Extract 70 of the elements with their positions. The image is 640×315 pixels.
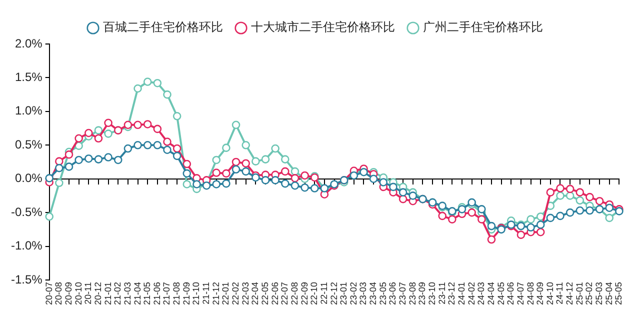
x-tick-label: 23-02 bbox=[348, 282, 358, 306]
x-tick-label: 24-09 bbox=[535, 282, 546, 306]
x-tick-label: 20-12 bbox=[92, 282, 103, 306]
x-tick-label: 23-07 bbox=[398, 282, 408, 306]
legend-label: 百城二手住宅价格环比 bbox=[103, 20, 223, 34]
x-tick-label: 24-04 bbox=[486, 282, 496, 306]
x-tick-label: 25-01 bbox=[574, 282, 584, 306]
x-tick-label: 22-11 bbox=[318, 282, 329, 304]
x-tick-label: 24-03 bbox=[476, 282, 486, 306]
x-tick-label: 23-04 bbox=[368, 282, 378, 306]
x-tick-label: 22-06 bbox=[270, 282, 280, 306]
y-tick-label: -1.5% bbox=[10, 272, 43, 286]
x-tick-label: 21-08 bbox=[172, 282, 182, 306]
x-tick-label: 22-05 bbox=[260, 282, 270, 306]
x-tick-label: 21-04 bbox=[132, 282, 142, 306]
x-tick-label: 20-11 bbox=[83, 282, 94, 304]
x-tick-label: 23-11 bbox=[436, 282, 447, 304]
x-tick-label: 21-06 bbox=[152, 282, 162, 306]
x-tick-label: 21-03 bbox=[122, 282, 132, 306]
x-tick-label: 21-07 bbox=[162, 282, 172, 306]
x-tick-label: 23-12 bbox=[446, 282, 457, 306]
x-tick-label: 22-10 bbox=[309, 282, 320, 306]
x-tick-label: 21-10 bbox=[191, 282, 202, 306]
x-tick-label: 21-11 bbox=[201, 282, 212, 304]
x-tick-label: 22-07 bbox=[280, 282, 290, 306]
y-tick-label: 1.5% bbox=[14, 70, 43, 84]
x-tick-label: 25-02 bbox=[584, 282, 594, 306]
x-tick-label: 24-10 bbox=[544, 282, 555, 306]
x-tick-label: 23-06 bbox=[388, 282, 398, 306]
y-tick-label: 0.0% bbox=[14, 171, 43, 186]
x-tick-label: 23-03 bbox=[358, 282, 368, 306]
y-tick-label: -1.0% bbox=[10, 238, 43, 253]
x-tick-label: 25-03 bbox=[594, 282, 604, 306]
x-tick-label: 24-11 bbox=[554, 282, 565, 304]
x-tick-label: 22-04 bbox=[250, 282, 260, 306]
x-tick-label: 20-09 bbox=[63, 282, 74, 306]
x-tick-label: 22-02 bbox=[230, 282, 241, 306]
x-tick-label: 21-12 bbox=[210, 282, 221, 306]
x-tick-label: 21-05 bbox=[142, 282, 152, 306]
x-tick-label: 22-03 bbox=[240, 282, 250, 306]
x-tick-label: 23-05 bbox=[378, 282, 388, 306]
x-tick-label: 21-09 bbox=[181, 282, 192, 306]
x-tick-label: 24-05 bbox=[496, 282, 506, 306]
x-tick-label: 21-01 bbox=[102, 282, 113, 306]
x-tick-label: 23-01 bbox=[338, 282, 349, 306]
x-tick-label: 25-05 bbox=[614, 282, 624, 306]
legend-label: 十大城市二手住宅价格环比 bbox=[251, 20, 395, 34]
x-tick-label: 24-08 bbox=[525, 282, 536, 306]
x-tick-label: 20-08 bbox=[54, 282, 64, 306]
x-tick-label: 22-08 bbox=[289, 282, 300, 306]
x-tick-label: 24-07 bbox=[515, 282, 526, 306]
y-tick-label: 0.5% bbox=[14, 137, 43, 152]
x-tick-label: 23-09 bbox=[417, 282, 428, 306]
x-tick-label: 22-01 bbox=[220, 282, 231, 306]
y-tick-label: 2.0% bbox=[14, 36, 43, 50]
y-tick-label: -0.5% bbox=[10, 204, 43, 219]
x-tick-label: 24-01 bbox=[456, 282, 466, 306]
legend-label: 广州二手住宅价格环比 bbox=[423, 20, 543, 34]
y-tick-label: 1.0% bbox=[14, 104, 43, 118]
x-tick-label: 23-10 bbox=[427, 282, 438, 306]
x-tick-label: 24-02 bbox=[466, 282, 476, 306]
x-tick-label: 22-09 bbox=[299, 282, 310, 306]
x-tick-label: 24-06 bbox=[506, 282, 516, 306]
x-tick-label: 20-07 bbox=[44, 282, 54, 306]
x-tick-label: 22-12 bbox=[328, 282, 339, 306]
x-tick-label: 21-02 bbox=[112, 282, 123, 306]
x-tick-label: 23-08 bbox=[407, 282, 418, 306]
x-tick-label: 25-04 bbox=[604, 282, 614, 306]
x-tick-label: 24-12 bbox=[564, 282, 575, 306]
x-tick-label: 20-10 bbox=[73, 282, 84, 306]
